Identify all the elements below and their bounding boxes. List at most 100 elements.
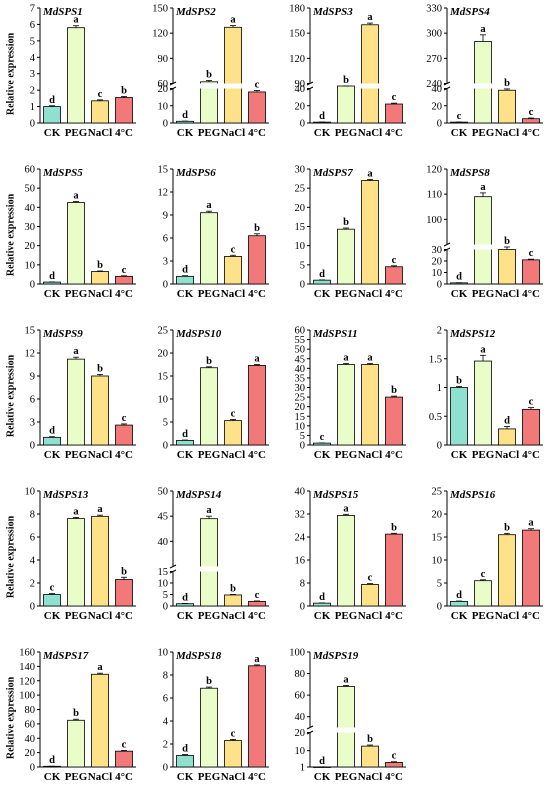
bar-4°C [385, 533, 403, 607]
y-tick-label: 4 [163, 717, 169, 728]
bar-NaCl [498, 89, 516, 124]
bar-4°C [115, 424, 133, 446]
panel-title: MdSPS18 [175, 650, 222, 662]
x-tick-label: NaCl [88, 771, 112, 783]
y-tick-label: 20 [432, 101, 443, 112]
bar-break-gap [199, 83, 219, 89]
significance-letter: d [49, 271, 55, 282]
significance-letter: b [504, 522, 510, 533]
y-tick-label: 80 [295, 669, 306, 680]
bar-NaCl [361, 745, 379, 768]
chart-panel-MdSPS5: 0 10 20 30 40 50 60 MdSPS5 d CK a PEG b NaCl c 4°C [25, 165, 136, 300]
axis-break-mark [306, 725, 314, 730]
y-tick-label: 5 [30, 36, 35, 47]
x-tick-label: CK [314, 449, 331, 461]
bar-4°C [385, 762, 403, 768]
x-tick-label: CK [177, 288, 194, 300]
bar-NaCl [224, 256, 242, 285]
x-tick-label: CK [451, 610, 468, 622]
x-tick-label: NaCl [88, 288, 112, 300]
x-tick-label: 4°C [115, 288, 133, 300]
significance-letter: a [73, 346, 79, 357]
significance-letter: b [343, 217, 349, 228]
x-tick-label: PEG [472, 610, 495, 622]
significance-letter: c [529, 107, 534, 118]
bar-CK [43, 436, 61, 446]
bar-PEG [337, 686, 355, 768]
significance-letter: b [97, 363, 103, 374]
bar-NaCl [498, 249, 516, 285]
bar-break-gap [473, 83, 493, 89]
y-tick-label: 7 [30, 4, 35, 15]
y-tick-label: 45 [295, 354, 306, 365]
significance-letter: c [368, 573, 373, 584]
significance-letter: a [254, 654, 260, 665]
significance-letter: b [367, 734, 373, 745]
bar-CK [450, 601, 468, 607]
y-tick-label: 5 [300, 431, 305, 442]
bar-4°C [385, 103, 403, 124]
x-tick-label: PEG [472, 127, 495, 139]
x-tick-label: CK [177, 771, 194, 783]
y-tick-label: 100 [426, 215, 442, 226]
chart-panel-MdSPS1: 0 1 2 3 4 5 6 7 MdSPS1 d CK a PEG c NaCl b 4°C [30, 4, 136, 139]
panel-title: MdSPS13 [42, 489, 89, 501]
y-tick-label: 60 [295, 691, 306, 702]
significance-letter: b [121, 86, 127, 97]
y-tick-label: 0 [300, 280, 305, 291]
bar-break-gap [473, 244, 493, 250]
y-tick-label: 6 [163, 694, 168, 705]
panel-title: MdSPS19 [312, 650, 359, 662]
significance-letter: c [122, 265, 127, 276]
bar-PEG [337, 515, 355, 607]
x-tick-label: PEG [65, 449, 88, 461]
significance-letter: d [182, 265, 188, 276]
y-tick-label: 60 [25, 719, 36, 730]
y-tick-label: 50 [158, 487, 169, 498]
y-tick-label: 25 [432, 487, 443, 498]
x-tick-label: 4°C [115, 449, 133, 461]
y-tick-label: 2 [30, 579, 35, 590]
bar-4°C [248, 601, 266, 607]
y-tick-label: 5 [437, 579, 442, 590]
y-axis-title: Relative expression [5, 354, 17, 437]
bar-NaCl [361, 180, 379, 285]
y-tick-label: 0 [163, 441, 168, 452]
x-tick-label: NaCl [358, 610, 382, 622]
panel-title: MdSPS16 [449, 489, 496, 501]
significance-letter: b [230, 584, 236, 595]
x-tick-label: 4°C [248, 771, 266, 783]
x-tick-label: CK [451, 288, 468, 300]
bar-CK [313, 279, 331, 285]
y-tick-label: 45 [158, 512, 169, 523]
axis-break-mark [443, 242, 451, 247]
y-tick-label: 4 [30, 556, 36, 567]
y-tick-label: 10 [432, 268, 443, 279]
bar-PEG [200, 367, 218, 446]
chart-panel-MdSPS12: 0 0.5 1 1.5 2 MdSPS12 b CK a PEG d NaCl c 4°C [429, 326, 543, 461]
significance-letter: c [392, 751, 397, 762]
x-tick-label: PEG [198, 288, 221, 300]
x-tick-label: 4°C [248, 127, 266, 139]
bar-PEG [474, 360, 492, 446]
chart-grid: 0 1 2 3 4 5 6 7 MdSPS1 d CK a PEG c NaCl b 4°C Relative e… [5, 4, 543, 783]
x-tick-label: 4°C [385, 771, 403, 783]
y-tick-label: 100 [289, 648, 305, 659]
y-tick-label: 10 [158, 579, 169, 590]
significance-letter: c [50, 583, 55, 594]
significance-letter: d [319, 592, 325, 603]
bar-PEG [474, 196, 492, 285]
bar-PEG [200, 212, 218, 285]
bar-CK [43, 106, 61, 124]
y-tick-label: 15 [158, 372, 169, 383]
y-tick-label: 20 [432, 510, 443, 521]
x-tick-label: PEG [65, 288, 88, 300]
y-tick-label: 55 [295, 335, 306, 346]
x-tick-label: PEG [472, 449, 495, 461]
x-tick-label: CK [314, 288, 331, 300]
y-tick-label: 330 [426, 4, 442, 15]
y-tick-label: 25 [158, 326, 169, 337]
significance-letter: c [231, 244, 236, 255]
